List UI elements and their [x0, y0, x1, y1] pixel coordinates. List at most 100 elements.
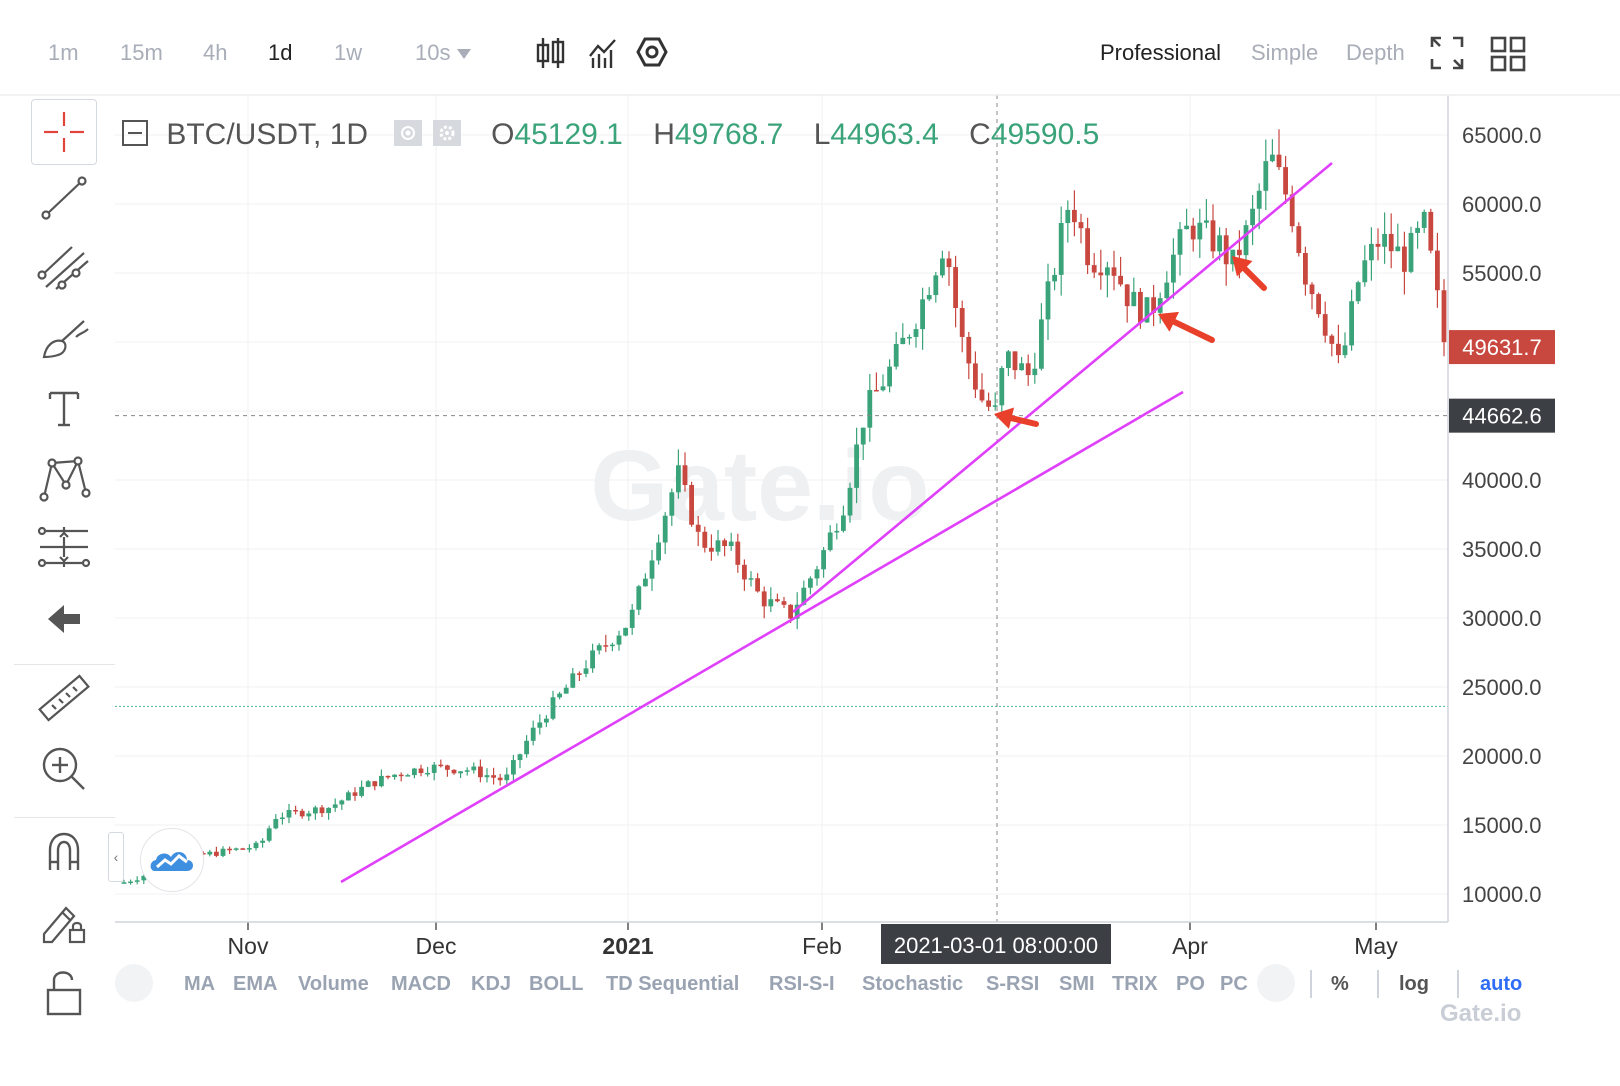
timeframe-1m[interactable]: 1m: [48, 40, 79, 65]
ruler-icon[interactable]: [32, 667, 96, 731]
indicator-smi[interactable]: SMI: [1059, 973, 1095, 995]
indicator-kdj[interactable]: KDJ: [471, 973, 512, 995]
candle-body: [1078, 222, 1084, 229]
low-label: L: [813, 118, 831, 151]
trendline-upper[interactable]: [792, 162, 1333, 613]
indicator-volume[interactable]: Volume: [298, 973, 369, 995]
indicator-chart-icon[interactable]: [588, 36, 618, 75]
fibonacci-icon[interactable]: [32, 517, 96, 581]
indicator-td-sequential[interactable]: TD Sequential: [606, 973, 740, 995]
candle-body: [986, 400, 991, 407]
text-icon[interactable]: [32, 377, 96, 441]
back-arrow-icon[interactable]: [32, 587, 96, 651]
channel-icon[interactable]: [32, 237, 96, 301]
gear-icon[interactable]: [432, 120, 461, 154]
candle-body: [306, 813, 312, 817]
candle-body: [405, 775, 411, 777]
scale-auto[interactable]: auto: [1480, 973, 1523, 995]
crosshair-icon[interactable]: [31, 99, 97, 165]
candle-body: [266, 828, 272, 841]
indicator-ema[interactable]: EMA: [233, 973, 278, 995]
candle-body: [286, 809, 292, 818]
scale-log[interactable]: log: [1399, 973, 1429, 995]
candle-body: [299, 810, 305, 817]
candlestick-icon[interactable]: [535, 36, 567, 75]
scroll-left-button[interactable]: [115, 964, 153, 1002]
mode-professional[interactable]: Professional: [1100, 40, 1222, 65]
candle-body: [273, 818, 279, 829]
scroll-right-button[interactable]: [1257, 964, 1295, 1002]
candle-body: [511, 760, 516, 775]
collapse-icon[interactable]: [122, 120, 148, 154]
pattern-icon[interactable]: [32, 447, 96, 511]
candle-body: [1316, 294, 1321, 315]
candle-body: [1296, 226, 1302, 253]
magnet-icon[interactable]: [32, 820, 96, 884]
candle-body: [550, 697, 556, 719]
brand-logo-bubble[interactable]: [140, 828, 204, 892]
eye-icon[interactable]: [394, 120, 423, 154]
unlock-icon[interactable]: [32, 960, 96, 1024]
candle-body: [1243, 225, 1249, 256]
timeframe-15m[interactable]: 15m: [120, 40, 163, 65]
timeframe-1d[interactable]: 1d: [268, 40, 293, 65]
candle-body: [761, 591, 767, 607]
candle-body: [1355, 282, 1361, 302]
y-tick-label: 65000.0: [1462, 123, 1542, 148]
candle-body: [887, 366, 892, 387]
indicator-stochastic[interactable]: Stochastic: [862, 973, 964, 995]
trendline-icon[interactable]: [32, 167, 96, 231]
indicator-po[interactable]: PO: [1176, 973, 1205, 995]
settings-hex-icon[interactable]: [636, 36, 668, 73]
fullscreen-icon[interactable]: [1430, 36, 1464, 75]
indicator-rsi-s-i[interactable]: RSI-S-I: [769, 973, 835, 995]
indicator-boll[interactable]: BOLL: [529, 973, 584, 995]
indicator-ma[interactable]: MA: [184, 973, 216, 995]
candle-body: [1217, 235, 1222, 252]
candle-body: [1012, 351, 1018, 371]
zoom-in-icon[interactable]: [32, 737, 96, 801]
grid-layout-icon[interactable]: [1490, 36, 1526, 77]
indicator-trix[interactable]: TRIX: [1112, 973, 1158, 995]
candle-body: [1065, 209, 1071, 224]
timeframe-1w[interactable]: 1w: [334, 40, 363, 65]
y-tick-label: 55000.0: [1462, 261, 1542, 286]
mode-simple[interactable]: Simple: [1251, 40, 1319, 65]
candle-body: [207, 851, 213, 855]
candle-body: [1190, 225, 1196, 240]
triangle-down-icon[interactable]: [457, 46, 471, 64]
sidebar-collapse-tab[interactable]: ‹: [108, 832, 124, 882]
candle-body: [695, 524, 701, 532]
candle-body: [260, 840, 265, 843]
indicator-macd[interactable]: MACD: [391, 973, 451, 995]
candle-body: [1408, 232, 1414, 272]
candle-body: [504, 774, 510, 781]
x-tick-label: 2021: [602, 933, 653, 959]
mode-depth[interactable]: Depth: [1346, 40, 1405, 65]
candle-body: [722, 540, 727, 547]
trendline-lower[interactable]: [340, 390, 1184, 884]
candle-body: [537, 722, 543, 728]
scale-percent[interactable]: %: [1331, 973, 1349, 995]
annotation-arrow: [1158, 311, 1215, 343]
indicator-s-rsi[interactable]: S-RSI: [986, 973, 1040, 995]
candle-body: [451, 769, 457, 774]
candle-body: [530, 727, 536, 741]
lock-pencil-icon[interactable]: [32, 890, 96, 954]
indicator-pc[interactable]: PC: [1220, 973, 1248, 995]
candle-body: [214, 851, 219, 856]
brush-icon[interactable]: [32, 307, 96, 371]
candle-body: [1171, 254, 1176, 283]
candle-body: [900, 337, 906, 345]
candle-body: [728, 541, 734, 547]
candle-body: [880, 386, 886, 391]
timeframe-4h[interactable]: 4h: [203, 40, 228, 65]
candle-body: [412, 768, 417, 776]
candle-body: [649, 560, 655, 579]
candle-body: [616, 635, 622, 645]
candle-body: [893, 344, 899, 367]
candle-body: [1402, 246, 1407, 272]
candle-body: [1250, 208, 1255, 226]
timeframe-10s[interactable]: 10s: [415, 40, 451, 65]
